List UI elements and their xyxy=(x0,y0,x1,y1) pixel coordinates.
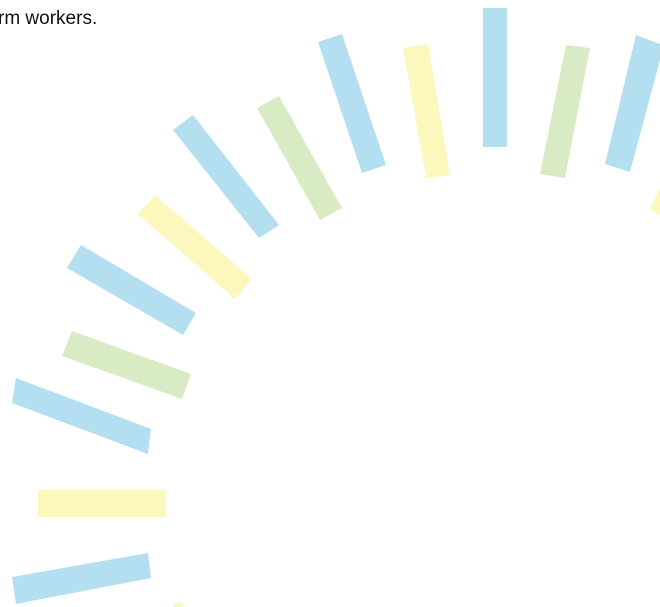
bar xyxy=(403,44,450,178)
bar xyxy=(605,35,660,172)
bar xyxy=(174,602,183,607)
bar xyxy=(318,34,386,173)
body-text: rm workers. xyxy=(0,8,97,29)
bar xyxy=(38,490,166,517)
bar xyxy=(12,378,151,454)
bar xyxy=(62,331,191,399)
bar xyxy=(67,245,196,335)
page: rm workers. (() => { const data = JSON.p… xyxy=(0,0,660,607)
bar xyxy=(540,45,590,178)
radiating-bars xyxy=(12,8,660,607)
bar xyxy=(483,8,507,147)
bar xyxy=(12,553,151,604)
bar xyxy=(138,195,252,299)
bar xyxy=(257,96,342,220)
slide: rm workers. xyxy=(0,0,660,607)
bar xyxy=(173,115,279,238)
bar xyxy=(650,188,660,215)
